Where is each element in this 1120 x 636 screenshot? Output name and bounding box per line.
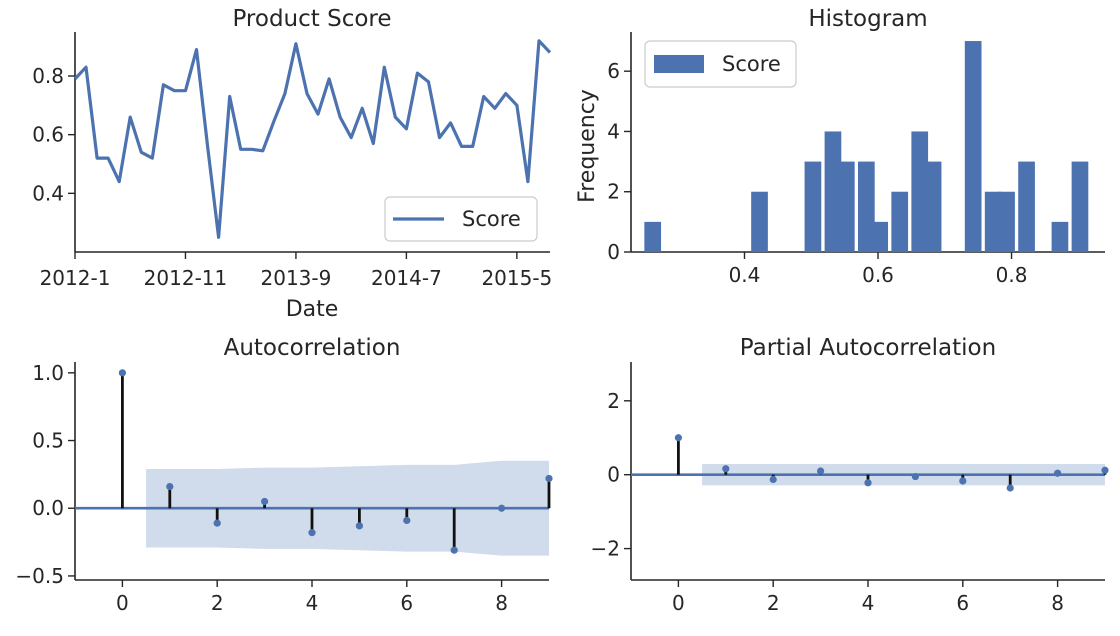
histogram-bar bbox=[924, 161, 942, 252]
legend: Score bbox=[384, 196, 538, 242]
y-tick-label: 4 bbox=[607, 119, 620, 143]
histogram-bar bbox=[824, 131, 842, 252]
lag-marker bbox=[722, 465, 730, 473]
x-tick-label: 6 bbox=[956, 591, 969, 615]
lag-marker bbox=[674, 434, 683, 442]
plot-area: 0 2 4 6 0.4 0.6 0.8 bbox=[607, 32, 1105, 287]
lag-marker bbox=[545, 474, 553, 483]
y-tick-label: 1.0 bbox=[32, 361, 64, 385]
y-tick-label: 0 bbox=[607, 240, 620, 264]
histogram-bar bbox=[984, 191, 1002, 252]
panel-histogram: Histogram Frequency 0 2 4 6 0.4 0.6 0.8 Score bbox=[575, 6, 1105, 287]
lag-marker bbox=[213, 519, 221, 527]
y-tick-label: −0.5 bbox=[15, 564, 64, 588]
x-tick-label: 0.6 bbox=[862, 263, 894, 287]
y-tick-label: 6 bbox=[607, 59, 620, 83]
lag-marker bbox=[498, 504, 506, 512]
x-tick-label: 2014-7 bbox=[371, 266, 442, 290]
lag-marker bbox=[864, 479, 872, 487]
histogram-bar bbox=[804, 161, 822, 252]
plot-area: −2 0 2 0 2 4 6 8 bbox=[591, 362, 1109, 615]
histogram-bar bbox=[964, 41, 982, 253]
x-tick-label: 0 bbox=[672, 591, 685, 615]
x-tick-label: 8 bbox=[1051, 591, 1064, 615]
chart-title: Partial Autocorrelation bbox=[740, 335, 996, 361]
y-tick-label: 0.4 bbox=[32, 181, 64, 205]
x-tick-label: 2012-11 bbox=[144, 266, 228, 290]
x-tick-label: 4 bbox=[862, 591, 875, 615]
lag-marker bbox=[403, 516, 411, 525]
histogram-bar bbox=[1051, 221, 1069, 252]
x-tick-label: 2013-9 bbox=[261, 266, 332, 290]
histogram-bar bbox=[871, 221, 889, 252]
plot-area: 0.4 0.6 0.8 2012-1 2012-11 2013-9 2014-7 2015-5 bbox=[32, 32, 552, 290]
series-line-score bbox=[73, 39, 552, 239]
y-tick-label: 0 bbox=[607, 463, 620, 487]
x-tick-label: 2012-1 bbox=[40, 266, 111, 290]
histogram-bar bbox=[857, 161, 875, 252]
lag-marker bbox=[1054, 469, 1062, 477]
histogram-bar bbox=[911, 131, 929, 252]
lag-marker bbox=[817, 467, 825, 475]
chart-title: Product Score bbox=[232, 6, 391, 32]
lag-marker bbox=[450, 546, 458, 554]
lag-marker bbox=[118, 369, 126, 377]
x-tick-label: 4 bbox=[306, 591, 319, 615]
legend: Score bbox=[644, 40, 797, 88]
y-tick-label: 0.6 bbox=[32, 123, 64, 147]
lag-marker bbox=[261, 497, 269, 506]
histogram-bar bbox=[998, 191, 1015, 252]
chart-title: Autocorrelation bbox=[224, 335, 401, 361]
lag-marker bbox=[308, 529, 316, 537]
chart-title: Histogram bbox=[808, 6, 927, 32]
legend-label: Score bbox=[722, 52, 781, 76]
x-tick-label: 2 bbox=[767, 591, 780, 615]
lag-marker bbox=[959, 477, 967, 485]
legend-label: Score bbox=[462, 207, 521, 231]
lag-marker bbox=[1101, 466, 1109, 474]
histogram-bar bbox=[1018, 161, 1035, 252]
lag-marker bbox=[166, 482, 174, 491]
legend-swatch bbox=[654, 55, 704, 73]
histogram-bar bbox=[891, 191, 909, 252]
lag-marker bbox=[911, 472, 920, 481]
x-tick-label: 0.4 bbox=[729, 263, 761, 287]
histogram-bar bbox=[644, 221, 662, 252]
lag-marker bbox=[1006, 484, 1014, 492]
y-tick-label: −2 bbox=[591, 537, 620, 561]
panel-product-score: Product Score 0.4 0.6 0.8 2012-1 2012-11 2013… bbox=[32, 6, 552, 322]
lag-marker bbox=[355, 522, 363, 530]
x-tick-label: 0.8 bbox=[996, 263, 1028, 287]
x-tick-label: 8 bbox=[495, 591, 508, 615]
plot-area: −0.5 0.0 0.5 1.0 0 2 4 6 8 bbox=[15, 361, 553, 615]
y-tick-label: 2 bbox=[607, 180, 620, 204]
y-tick-label: 0.0 bbox=[32, 496, 64, 520]
lag-marker bbox=[769, 475, 777, 484]
panel-partial-autocorrelation: Partial Autocorrelation −2 0 2 0 2 4 6 8 bbox=[591, 335, 1109, 615]
y-axis-label: Frequency bbox=[575, 89, 600, 203]
x-axis-label: Date bbox=[286, 297, 339, 322]
x-tick-label: 6 bbox=[400, 591, 413, 615]
panel-autocorrelation: Autocorrelation −0.5 0.0 0.5 1.0 0 2 4 6 8 bbox=[15, 335, 553, 615]
x-tick-label: 2015-5 bbox=[481, 266, 552, 290]
y-tick-label: 0.8 bbox=[32, 64, 64, 88]
y-tick-label: 0.5 bbox=[32, 429, 64, 453]
histogram-bar bbox=[751, 191, 768, 252]
histogram-bar bbox=[837, 161, 855, 252]
y-tick-label: 2 bbox=[607, 389, 620, 413]
x-tick-label: 2 bbox=[211, 591, 224, 615]
histogram-bar bbox=[1071, 161, 1089, 252]
x-tick-label: 0 bbox=[116, 591, 129, 615]
